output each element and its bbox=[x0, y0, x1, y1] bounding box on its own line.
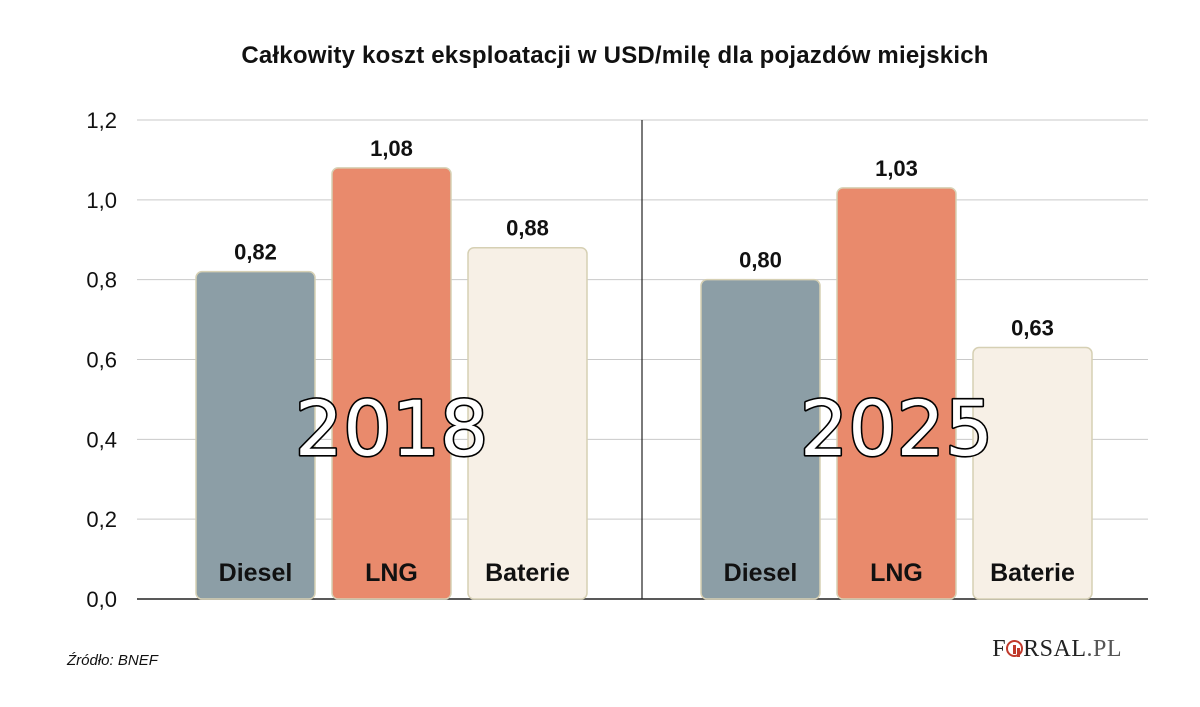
bar-diesel bbox=[195, 270, 316, 600]
brand-logo: F RSAL.PL bbox=[992, 636, 1122, 663]
y-tick-label: 0,8 bbox=[86, 268, 117, 293]
y-tick-label: 0,6 bbox=[86, 348, 117, 373]
group-year-label: 2018 bbox=[295, 384, 488, 473]
category-label: LNG bbox=[365, 559, 418, 587]
brand-logo-rest: RSAL bbox=[1023, 636, 1087, 662]
category-label: LNG bbox=[870, 559, 923, 587]
y-tick-label: 1,2 bbox=[86, 108, 117, 133]
data-label: 1,08 bbox=[370, 136, 413, 161]
chart-title: Całkowity koszt eksploatacji w USD/milę … bbox=[241, 42, 989, 69]
brand-logo-o-mark bbox=[1006, 640, 1024, 657]
data-label: 0,80 bbox=[739, 248, 782, 273]
labels: 0,0 0,2 0,4 0,6 0,8 1,0 1,2 0,82 Diesel 1,08 LNG 0,… bbox=[86, 108, 1075, 612]
bar-lng bbox=[836, 187, 957, 600]
category-label: Baterie bbox=[990, 559, 1075, 587]
data-label: 1,03 bbox=[875, 156, 918, 181]
bars bbox=[195, 167, 1093, 600]
bar-baterie bbox=[467, 246, 588, 600]
brand-logo-f: F bbox=[992, 636, 1007, 662]
category-label: Baterie bbox=[485, 559, 570, 587]
group-year-label: 2025 bbox=[800, 384, 993, 473]
source-note: Źródło: BNEF bbox=[67, 652, 158, 669]
y-tick-label: 1,0 bbox=[86, 188, 117, 213]
y-tick-label: 0,4 bbox=[86, 427, 117, 452]
bar-lng bbox=[331, 167, 452, 600]
bar-baterie bbox=[972, 346, 1093, 600]
bar-diesel bbox=[700, 278, 821, 600]
data-label: 0,63 bbox=[1011, 316, 1054, 341]
brand-logo-suffix: .PL bbox=[1086, 636, 1122, 662]
data-label: 0,88 bbox=[506, 216, 549, 241]
category-label: Diesel bbox=[724, 559, 798, 587]
category-label: Diesel bbox=[219, 559, 293, 587]
y-tick-label: 0,0 bbox=[86, 587, 117, 612]
data-label: 0,82 bbox=[234, 240, 277, 265]
y-tick-label: 0,2 bbox=[86, 507, 117, 532]
